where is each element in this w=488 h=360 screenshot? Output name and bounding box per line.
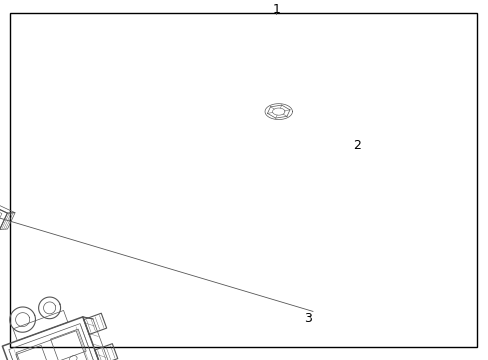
Text: 2: 2 xyxy=(352,139,360,152)
Text: 1: 1 xyxy=(272,3,280,15)
Text: 3: 3 xyxy=(304,312,311,325)
